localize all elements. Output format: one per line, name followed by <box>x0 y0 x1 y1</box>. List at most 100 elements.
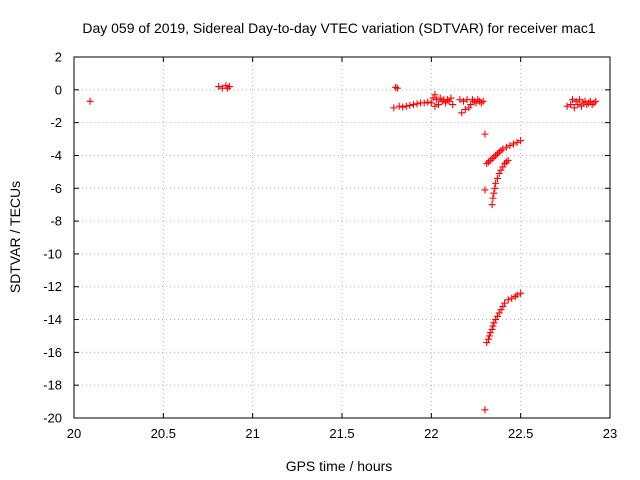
data-point <box>490 189 498 197</box>
data-point <box>413 100 421 108</box>
data-point <box>390 104 398 112</box>
data-point <box>442 99 450 107</box>
y-tick-label: -10 <box>43 246 62 261</box>
data-point <box>513 138 521 146</box>
data-point <box>574 101 582 109</box>
x-tick-label: 20.5 <box>151 426 176 441</box>
data-point <box>502 158 510 166</box>
y-tick-label: 0 <box>55 82 62 97</box>
data-point <box>420 99 428 107</box>
data-point <box>492 151 500 159</box>
data-point <box>499 163 507 171</box>
data-point <box>409 101 417 109</box>
data-point <box>517 137 525 145</box>
data-point <box>493 174 501 182</box>
data-point <box>402 102 410 110</box>
data-point <box>461 106 469 114</box>
data-point <box>481 406 489 414</box>
data-point <box>483 339 491 347</box>
data-point <box>427 99 435 107</box>
y-tick-label: -12 <box>43 279 62 294</box>
data-point <box>477 99 485 107</box>
data-point <box>438 97 446 105</box>
data-point <box>431 102 439 110</box>
data-point <box>445 97 453 105</box>
data-point <box>492 179 500 187</box>
y-tick-label: -14 <box>43 312 62 327</box>
data-point <box>458 109 466 117</box>
data-point <box>499 145 507 153</box>
data-point <box>465 104 473 112</box>
data-point <box>424 98 432 106</box>
data-point <box>495 309 503 317</box>
data-point <box>491 184 499 192</box>
data-point <box>592 97 600 105</box>
data-point <box>225 83 233 91</box>
data-point <box>499 302 507 310</box>
data-point <box>563 102 571 110</box>
data-point <box>483 160 491 168</box>
data-point <box>393 84 401 92</box>
data-point <box>449 101 457 109</box>
data-point <box>508 294 516 302</box>
data-point <box>429 94 437 102</box>
data-point <box>481 186 489 194</box>
data-point <box>570 104 578 112</box>
x-tick-label: 22 <box>424 426 438 441</box>
data-point <box>486 329 494 337</box>
data-point <box>436 94 444 102</box>
data-point <box>511 293 519 301</box>
chart-title: Day 059 of 2019, Sidereal Day-to-day VTE… <box>82 20 595 36</box>
data-point <box>488 325 496 333</box>
data-point <box>572 97 580 105</box>
plot-frame <box>73 56 611 419</box>
data-point <box>517 289 525 297</box>
data-point <box>485 335 493 343</box>
data-point <box>459 97 467 105</box>
data-point <box>488 201 496 209</box>
data-point <box>492 316 500 324</box>
x-tick-label: 21.5 <box>329 426 354 441</box>
y-tick-label: -20 <box>43 411 62 426</box>
data-point <box>502 143 510 151</box>
data-point <box>399 103 407 111</box>
data-point <box>489 322 497 330</box>
data-point <box>395 102 403 110</box>
data-point <box>577 102 585 110</box>
data-point <box>504 156 512 164</box>
grid-layer <box>74 57 610 418</box>
data-point <box>447 94 455 102</box>
data-point <box>443 96 451 104</box>
data-points <box>86 82 600 414</box>
x-tick-label: 20 <box>67 426 81 441</box>
y-tick-label: -4 <box>50 148 62 163</box>
data-point <box>433 96 441 104</box>
data-point <box>493 312 501 320</box>
data-point <box>493 150 501 158</box>
data-point <box>513 291 521 299</box>
data-point <box>501 160 509 168</box>
data-point <box>590 99 598 107</box>
data-point <box>501 299 509 307</box>
y-tick-label: -2 <box>50 115 62 130</box>
data-point <box>485 332 493 340</box>
y-tick-label: -18 <box>43 378 62 393</box>
data-point <box>576 96 584 104</box>
data-point <box>434 101 442 109</box>
data-point <box>485 158 493 166</box>
data-point <box>588 101 596 109</box>
data-point <box>467 101 475 109</box>
data-point <box>490 153 498 161</box>
y-tick-label: -16 <box>43 345 62 360</box>
data-point <box>488 155 496 163</box>
data-point <box>486 156 494 164</box>
y-axis-label: SDTVAR / TECUs <box>7 181 23 293</box>
y-tick-label: -6 <box>50 181 62 196</box>
x-axis-label: GPS time / hours <box>286 458 393 474</box>
x-tick-label: 23 <box>603 426 617 441</box>
y-tick-label: 2 <box>55 50 62 65</box>
x-tick-label: 22.5 <box>508 426 533 441</box>
data-point <box>481 130 489 138</box>
y-tick-label: -8 <box>50 214 62 229</box>
